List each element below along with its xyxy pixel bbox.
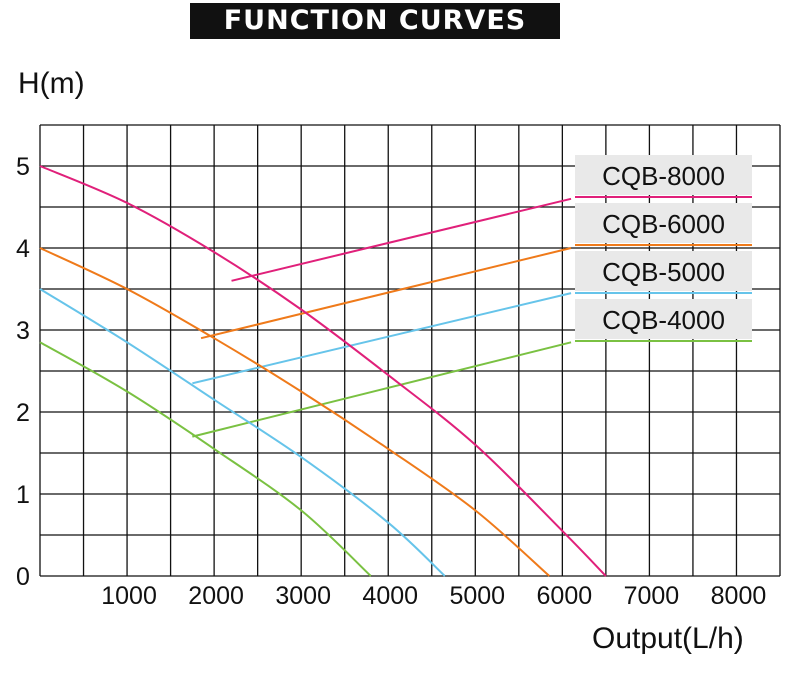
legend-label: CQB-8000 (602, 161, 725, 191)
legend-label: CQB-5000 (602, 257, 725, 287)
legend-box (575, 251, 752, 291)
y-tick-label: 2 (16, 399, 30, 427)
x-tick-label: 1000 (101, 582, 157, 610)
x-tick-label: 6000 (537, 582, 593, 610)
x-tick-label: 2000 (188, 582, 244, 610)
series-line-cqb-6000 (39, 247, 550, 577)
x-tick-label: 5000 (449, 582, 505, 610)
legend-box (575, 155, 752, 195)
legend-pointer-line (192, 341, 572, 438)
legend-pointer-line (200, 247, 572, 340)
series-line-cqb-5000 (39, 288, 446, 577)
x-tick-label: 4000 (362, 582, 418, 610)
y-tick-label: 1 (16, 481, 30, 509)
x-tick-label: 7000 (624, 582, 680, 610)
legend-label: CQB-6000 (602, 209, 725, 239)
grid (39, 124, 781, 577)
x-tick-label: 3000 (275, 582, 331, 610)
legend: CQB-8000 CQB-6000 CQB-5000 CQB-4000 (575, 155, 752, 342)
y-tick-label: 0 (16, 563, 30, 591)
legend-pointer-line (231, 197, 572, 282)
y-tick-label: 4 (16, 235, 30, 263)
series-lines (39, 165, 607, 577)
x-axis-label: Output(L/h) (592, 622, 744, 655)
tick-labels: 0 1 2 3 4 5 1000 2000 3000 4000 5000 6000 7000 8000 (16, 153, 766, 610)
legend-box (575, 203, 752, 243)
y-tick-label: 5 (16, 153, 30, 181)
series-line-cqb-4000 (39, 341, 372, 577)
y-tick-label: 3 (16, 317, 30, 345)
y-axis-label: H(m) (18, 67, 85, 100)
legend-pointers (192, 197, 572, 438)
chart-title: FUNCTION CURVES (190, 3, 560, 39)
x-tick-label: 8000 (711, 582, 767, 610)
series-line-cqb-8000 (39, 165, 607, 577)
legend-pointer-line (192, 292, 572, 385)
legend-label: CQB-4000 (602, 305, 725, 335)
legend-box (575, 299, 752, 339)
